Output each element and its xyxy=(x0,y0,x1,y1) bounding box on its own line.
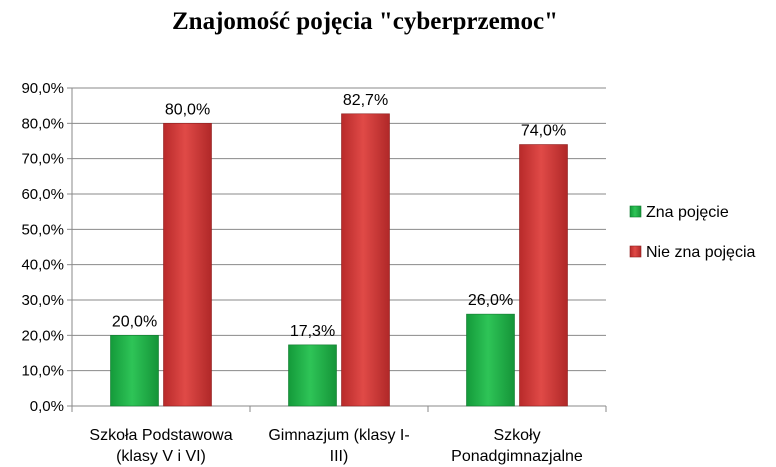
gridlines xyxy=(72,87,606,372)
bar-zna-1 xyxy=(288,344,337,407)
category-labels: Szkoła Podstawowa (klasy V i VI) Gimnazjum… xyxy=(89,427,583,465)
y-tick-label: 60,0% xyxy=(21,186,64,203)
legend-label: Nie zna pojęcia xyxy=(646,244,756,261)
y-tick-label: 90,0% xyxy=(21,80,64,97)
category-label: Gimnazjum (klasy I- xyxy=(268,427,409,444)
bar-nie-zna-0 xyxy=(163,123,212,407)
data-labels: 20,0% 80,0% 17,3% 82,7% 26,0% 74,0% xyxy=(112,92,566,340)
category-label: Ponadgimnazjalne xyxy=(451,448,583,465)
legend: Zna pojęcie Nie zna pojęcia xyxy=(629,204,756,261)
y-tick-label: 40,0% xyxy=(21,257,64,274)
y-tick-label: 50,0% xyxy=(21,221,64,238)
category-label: III) xyxy=(330,448,349,465)
y-tick-label: 80,0% xyxy=(21,115,64,132)
data-label: 20,0% xyxy=(112,313,157,330)
axes: 0,0% 10,0% 20,0% 30,0% 40,0% 50,0% 60,0% 70,0% 8… xyxy=(21,80,607,415)
category-label: (klasy V i VI) xyxy=(116,448,206,465)
legend-swatch xyxy=(629,245,642,258)
bar-nie-zna-2 xyxy=(519,144,568,407)
data-label: 17,3% xyxy=(290,323,335,340)
bar-zna-2 xyxy=(466,313,515,407)
data-label: 74,0% xyxy=(521,123,566,140)
bar-nie-zna-1 xyxy=(341,113,390,407)
y-tick-label: 0,0% xyxy=(30,398,64,415)
bar-zna-0 xyxy=(110,335,159,407)
y-tick-label: 10,0% xyxy=(21,363,64,380)
y-tick-label: 70,0% xyxy=(21,151,64,168)
bars xyxy=(110,113,568,407)
chart-title: Znajomość pojęcia "cyberprzemoc" xyxy=(172,8,558,35)
category-label: Szkoły xyxy=(493,427,540,444)
legend-swatch xyxy=(629,205,642,218)
category-label: Szkoła Podstawowa xyxy=(89,427,232,444)
data-label: 80,0% xyxy=(165,101,210,118)
data-label: 82,7% xyxy=(343,92,388,109)
y-tick-label: 30,0% xyxy=(21,292,64,309)
legend-label: Zna pojęcie xyxy=(646,204,729,221)
data-label: 26,0% xyxy=(468,292,513,309)
y-tick-label: 20,0% xyxy=(21,327,64,344)
